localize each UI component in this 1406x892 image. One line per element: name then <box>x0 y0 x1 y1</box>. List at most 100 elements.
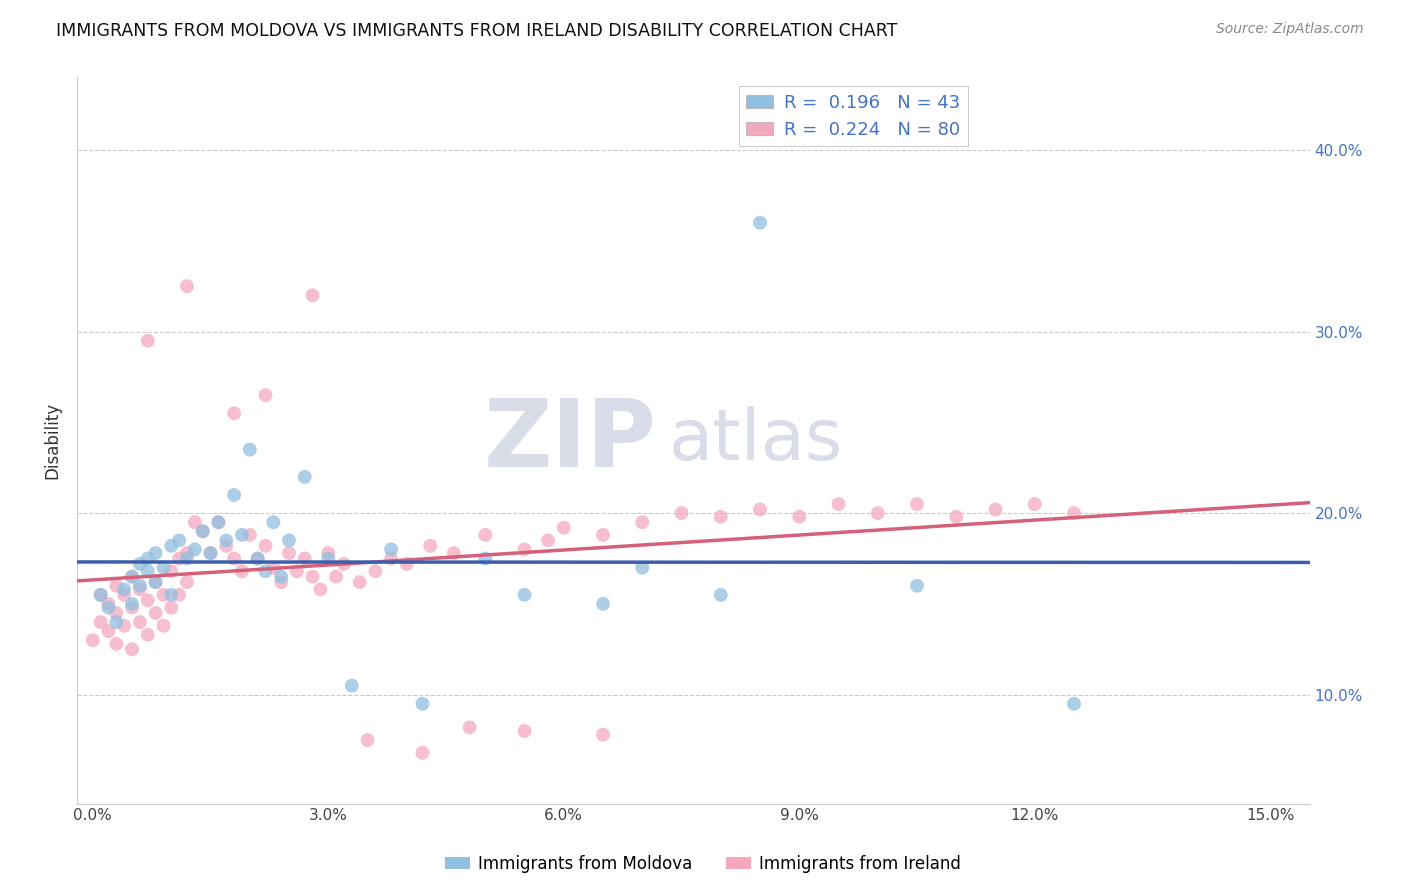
Point <box>121 600 143 615</box>
Point <box>128 582 150 597</box>
Point <box>121 570 143 584</box>
Point <box>207 515 229 529</box>
Point <box>222 488 245 502</box>
Point <box>128 615 150 629</box>
Point <box>671 506 693 520</box>
Point <box>945 509 967 524</box>
Point <box>710 509 733 524</box>
Point <box>474 528 496 542</box>
Point <box>136 334 159 348</box>
Point <box>105 606 128 620</box>
Point <box>905 579 928 593</box>
Point <box>316 551 339 566</box>
Point <box>905 497 928 511</box>
Point <box>112 588 135 602</box>
Point <box>136 628 159 642</box>
Point <box>105 637 128 651</box>
Point <box>90 588 112 602</box>
Point <box>176 575 198 590</box>
Point <box>364 564 387 578</box>
Point <box>239 442 262 457</box>
Point <box>215 533 238 548</box>
Point <box>340 679 363 693</box>
Point <box>246 551 269 566</box>
Point <box>316 546 339 560</box>
Text: Source: ZipAtlas.com: Source: ZipAtlas.com <box>1216 22 1364 37</box>
Point <box>184 542 207 557</box>
Point <box>90 588 112 602</box>
Point <box>112 582 135 597</box>
Point <box>112 618 135 632</box>
Point <box>262 515 284 529</box>
Point <box>215 539 238 553</box>
Point <box>145 546 167 560</box>
Point <box>984 502 1007 516</box>
Point <box>160 600 183 615</box>
Point <box>82 633 104 648</box>
Legend: Immigrants from Moldova, Immigrants from Ireland: Immigrants from Moldova, Immigrants from… <box>439 848 967 880</box>
Point <box>513 542 536 557</box>
Point <box>160 588 183 602</box>
Point <box>176 279 198 293</box>
Point <box>145 606 167 620</box>
Point <box>222 406 245 420</box>
Point <box>184 515 207 529</box>
Point <box>136 551 159 566</box>
Point <box>592 728 614 742</box>
Point <box>254 388 277 402</box>
Point <box>128 557 150 571</box>
Text: atlas: atlas <box>669 406 844 475</box>
Point <box>285 564 308 578</box>
Point <box>121 597 143 611</box>
Point <box>262 560 284 574</box>
Point <box>631 515 654 529</box>
Point <box>254 539 277 553</box>
Point <box>222 551 245 566</box>
Point <box>136 564 159 578</box>
Point <box>191 524 214 539</box>
Point <box>97 597 120 611</box>
Point <box>121 570 143 584</box>
Point <box>278 546 301 560</box>
Point <box>419 539 441 553</box>
Point <box>294 470 316 484</box>
Point <box>325 570 347 584</box>
Point <box>395 557 418 571</box>
Point <box>1063 697 1085 711</box>
Point <box>160 564 183 578</box>
Point <box>167 588 190 602</box>
Point <box>301 288 323 302</box>
Point <box>827 497 849 511</box>
Point <box>176 551 198 566</box>
Point <box>97 624 120 639</box>
Point <box>145 575 167 590</box>
Point <box>270 575 292 590</box>
Point <box>443 546 465 560</box>
Point <box>474 551 496 566</box>
Point <box>787 509 810 524</box>
Point <box>270 570 292 584</box>
Point <box>136 593 159 607</box>
Point <box>553 521 575 535</box>
Point <box>294 551 316 566</box>
Point <box>231 528 253 542</box>
Point <box>167 551 190 566</box>
Point <box>278 533 301 548</box>
Text: IMMIGRANTS FROM MOLDOVA VS IMMIGRANTS FROM IRELAND DISABILITY CORRELATION CHART: IMMIGRANTS FROM MOLDOVA VS IMMIGRANTS FR… <box>56 22 897 40</box>
Point <box>1063 506 1085 520</box>
Point <box>200 546 222 560</box>
Point <box>152 560 174 574</box>
Point <box>710 588 733 602</box>
Point <box>121 642 143 657</box>
Point <box>239 528 262 542</box>
Point <box>105 615 128 629</box>
Point <box>254 564 277 578</box>
Point <box>537 533 560 548</box>
Point <box>349 575 371 590</box>
Point <box>866 506 889 520</box>
Point <box>152 588 174 602</box>
Point <box>97 600 120 615</box>
Point <box>1024 497 1046 511</box>
Point <box>105 579 128 593</box>
Point <box>191 524 214 539</box>
